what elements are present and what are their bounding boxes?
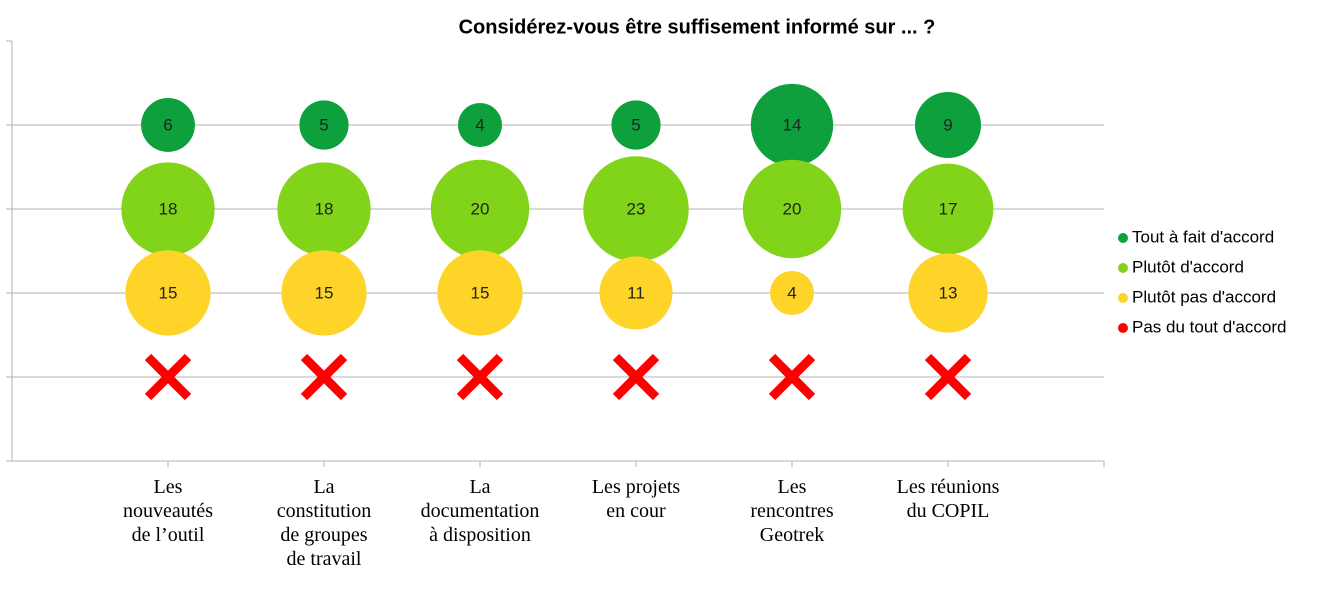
bubble — [902, 163, 994, 255]
bubble — [430, 159, 530, 259]
bubble — [299, 100, 349, 150]
data-label: 13 — [939, 283, 958, 302]
legend-swatch — [1118, 293, 1128, 303]
data-label: 18 — [159, 199, 178, 218]
bubble — [908, 253, 988, 333]
bubble — [141, 98, 195, 152]
legend-label: Tout à fait d'accord — [1132, 227, 1274, 246]
bubble — [458, 103, 502, 147]
legend-label: Plutôt pas d'accord — [1132, 287, 1276, 306]
x-tick-label: La documentation à disposition — [420, 476, 540, 546]
data-label: 20 — [471, 199, 490, 218]
zero-mark — [768, 353, 816, 401]
data-label: 23 — [627, 199, 646, 218]
bubble — [281, 250, 367, 336]
bubble — [770, 271, 814, 315]
x-tick-label: Les projets en cour — [591, 476, 681, 522]
data-label: 5 — [631, 115, 640, 134]
data-label: 20 — [783, 199, 802, 218]
x-tick-label: La constitution de groupes de travail — [276, 476, 372, 570]
data-label: 15 — [315, 283, 334, 302]
bubble — [437, 250, 523, 336]
zero-mark — [300, 353, 348, 401]
data-label: 4 — [787, 283, 796, 302]
zero-mark — [924, 353, 972, 401]
bubble — [125, 250, 211, 336]
bubble — [611, 100, 661, 150]
data-label: 11 — [627, 283, 645, 302]
data-label: 18 — [315, 199, 334, 218]
bubble — [915, 92, 981, 158]
data-label: 14 — [783, 115, 802, 134]
data-label: 15 — [159, 283, 178, 302]
x-tick-label: Les nouveautés de l’outil — [123, 476, 213, 546]
x-tick-label: Les rencontres Geotrek — [750, 476, 834, 546]
legend-label: Pas du tout d'accord — [1132, 317, 1286, 336]
x-tick-label: Les réunions du COPIL — [896, 476, 1000, 522]
bubble — [583, 156, 689, 262]
data-label: 5 — [319, 115, 328, 134]
data-label: 17 — [939, 199, 958, 218]
zero-mark — [144, 353, 192, 401]
data-label: 6 — [163, 115, 172, 134]
legend-swatch — [1118, 263, 1128, 273]
data-label: 15 — [471, 283, 490, 302]
zero-mark — [612, 353, 660, 401]
bubble — [277, 162, 371, 256]
bubble — [742, 159, 842, 259]
legend-swatch — [1118, 323, 1128, 333]
chart-title: Considérez-vous être suffisement informé… — [459, 16, 936, 38]
data-label: 4 — [475, 115, 484, 134]
legend-label: Plutôt d'accord — [1132, 257, 1244, 276]
zero-mark — [456, 353, 504, 401]
data-label: 9 — [943, 115, 952, 134]
bubble — [121, 162, 215, 256]
legend-swatch — [1118, 233, 1128, 243]
bubble — [599, 256, 673, 330]
bubble — [750, 83, 834, 167]
